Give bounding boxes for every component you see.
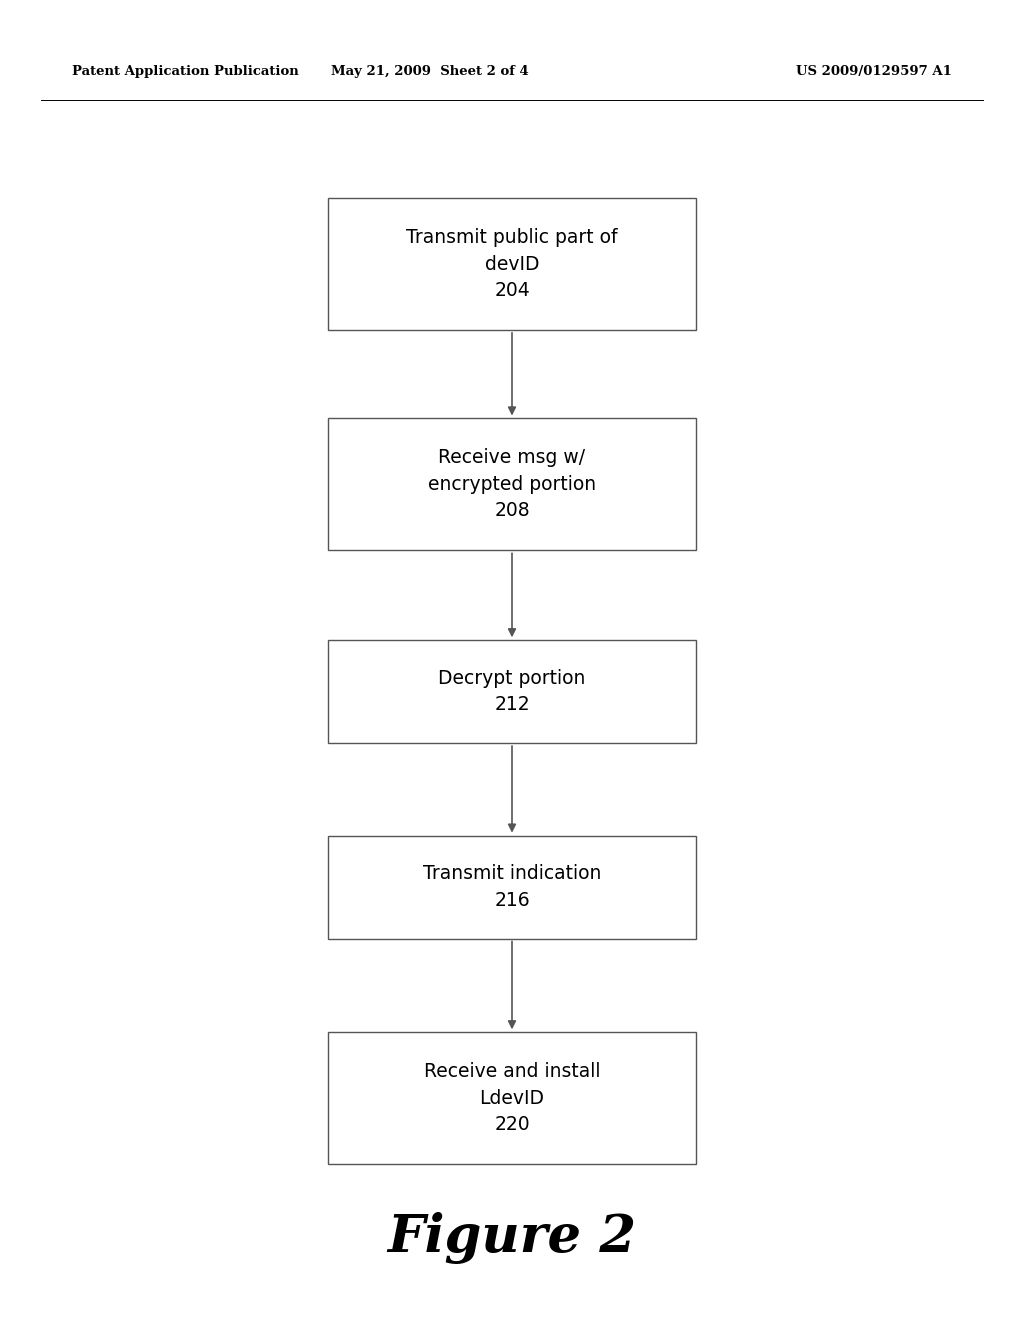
FancyBboxPatch shape (328, 198, 696, 330)
Text: US 2009/0129597 A1: US 2009/0129597 A1 (797, 65, 952, 78)
FancyBboxPatch shape (328, 1032, 696, 1164)
Text: Patent Application Publication: Patent Application Publication (72, 65, 298, 78)
Text: Transmit indication
216: Transmit indication 216 (423, 865, 601, 909)
Text: Transmit public part of
devID
204: Transmit public part of devID 204 (407, 228, 617, 300)
Text: Receive and install
LdevID
220: Receive and install LdevID 220 (424, 1063, 600, 1134)
Text: Figure 2: Figure 2 (387, 1212, 637, 1265)
FancyBboxPatch shape (328, 640, 696, 743)
FancyBboxPatch shape (328, 418, 696, 550)
FancyBboxPatch shape (328, 836, 696, 939)
Text: Receive msg w/
encrypted portion
208: Receive msg w/ encrypted portion 208 (428, 449, 596, 520)
Text: Decrypt portion
212: Decrypt portion 212 (438, 669, 586, 714)
Text: May 21, 2009  Sheet 2 of 4: May 21, 2009 Sheet 2 of 4 (331, 65, 529, 78)
